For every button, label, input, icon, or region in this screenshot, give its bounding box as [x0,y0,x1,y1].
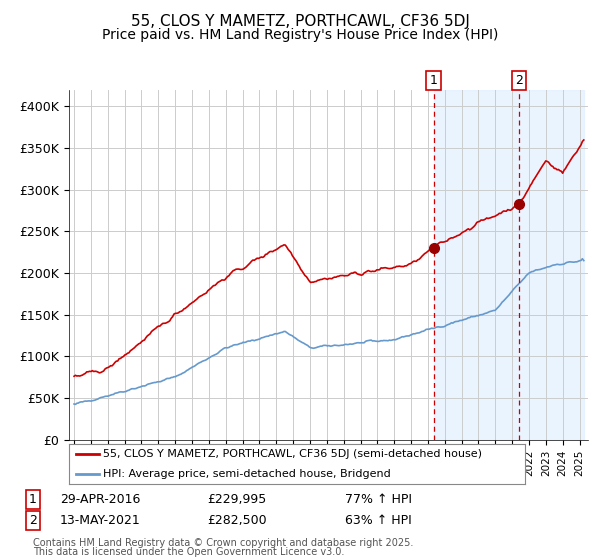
Text: 55, CLOS Y MAMETZ, PORTHCAWL, CF36 5DJ (semi-detached house): 55, CLOS Y MAMETZ, PORTHCAWL, CF36 5DJ (… [103,449,482,459]
Text: Contains HM Land Registry data © Crown copyright and database right 2025.: Contains HM Land Registry data © Crown c… [33,538,413,548]
Text: 77% ↑ HPI: 77% ↑ HPI [345,493,412,506]
Text: 1: 1 [430,74,437,87]
Text: 29-APR-2016: 29-APR-2016 [60,493,140,506]
Text: 55, CLOS Y MAMETZ, PORTHCAWL, CF36 5DJ: 55, CLOS Y MAMETZ, PORTHCAWL, CF36 5DJ [131,14,469,29]
Text: 1: 1 [29,493,37,506]
Text: 63% ↑ HPI: 63% ↑ HPI [345,514,412,528]
Text: This data is licensed under the Open Government Licence v3.0.: This data is licensed under the Open Gov… [33,547,344,557]
Bar [434,90,584,440]
Text: 2: 2 [29,514,37,528]
Text: HPI: Average price, semi-detached house, Bridgend: HPI: Average price, semi-detached house,… [103,469,391,479]
Text: 2: 2 [515,74,523,87]
Text: £282,500: £282,500 [207,514,266,528]
Text: 13-MAY-2021: 13-MAY-2021 [60,514,141,528]
Text: £229,995: £229,995 [207,493,266,506]
Text: Price paid vs. HM Land Registry's House Price Index (HPI): Price paid vs. HM Land Registry's House … [102,28,498,42]
